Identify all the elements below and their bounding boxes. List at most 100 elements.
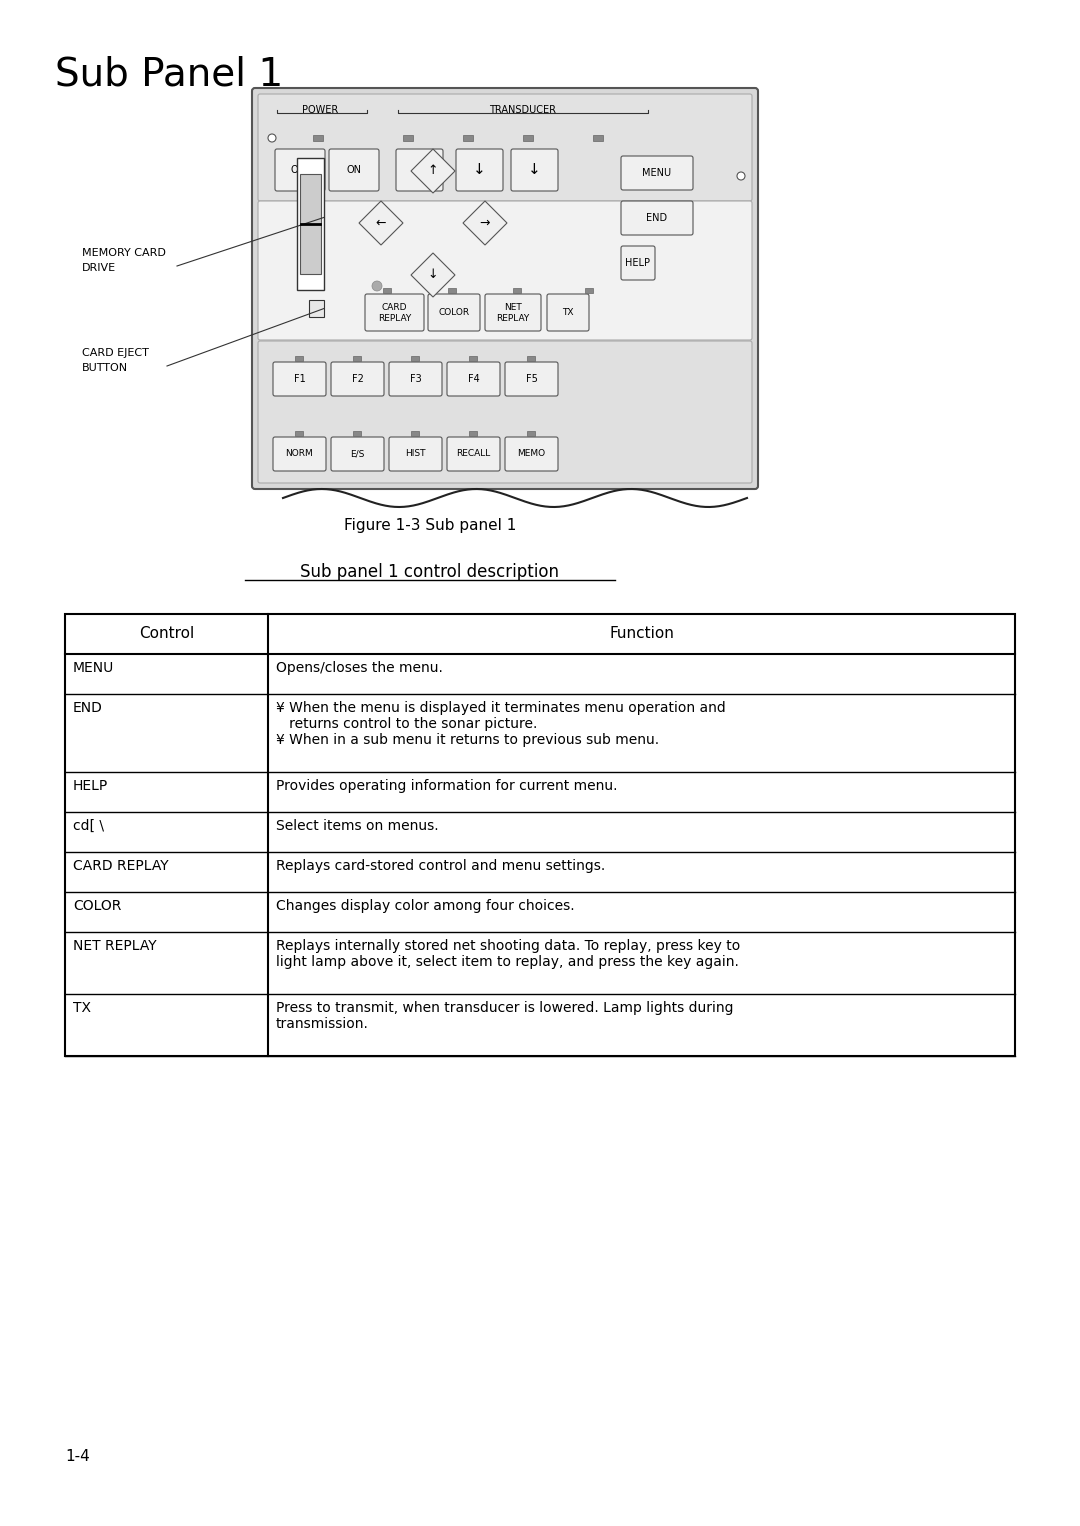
Text: MENU: MENU xyxy=(73,661,114,674)
Text: CARD: CARD xyxy=(381,302,407,311)
FancyBboxPatch shape xyxy=(329,150,379,191)
FancyBboxPatch shape xyxy=(252,89,758,488)
Text: ON: ON xyxy=(347,165,362,175)
Text: 1-4: 1-4 xyxy=(65,1450,90,1463)
FancyBboxPatch shape xyxy=(258,201,752,340)
Bar xyxy=(411,356,419,362)
Text: ↓: ↓ xyxy=(428,269,438,281)
FancyBboxPatch shape xyxy=(365,295,424,331)
Text: ↑: ↑ xyxy=(414,162,426,177)
Bar xyxy=(469,356,477,362)
Text: TX: TX xyxy=(73,1001,91,1015)
Bar xyxy=(65,613,1015,1056)
Text: F1: F1 xyxy=(294,374,306,385)
FancyBboxPatch shape xyxy=(447,436,500,472)
Polygon shape xyxy=(411,253,455,298)
Text: MENU: MENU xyxy=(643,168,672,179)
Text: F3: F3 xyxy=(409,374,421,385)
FancyBboxPatch shape xyxy=(428,295,480,331)
Text: F5: F5 xyxy=(526,374,538,385)
Text: NORM: NORM xyxy=(285,450,313,458)
Text: Replays card-stored control and menu settings.: Replays card-stored control and menu set… xyxy=(276,859,605,873)
FancyBboxPatch shape xyxy=(258,340,752,484)
Text: ↑: ↑ xyxy=(428,165,438,177)
Text: NET REPLAY: NET REPLAY xyxy=(73,938,157,954)
Text: F4: F4 xyxy=(468,374,480,385)
Bar xyxy=(463,134,473,140)
Text: ↓: ↓ xyxy=(473,162,486,177)
FancyBboxPatch shape xyxy=(456,150,503,191)
Text: TRANSDUCER: TRANSDUCER xyxy=(489,105,556,114)
Bar xyxy=(383,288,391,293)
Bar xyxy=(403,134,413,140)
Text: DRIVE: DRIVE xyxy=(82,262,117,273)
Text: Opens/closes the menu.: Opens/closes the menu. xyxy=(276,661,443,674)
Bar xyxy=(593,134,603,140)
Bar xyxy=(297,159,324,290)
FancyBboxPatch shape xyxy=(275,150,325,191)
Text: REPLAY: REPLAY xyxy=(378,314,411,324)
Text: Sub Panel 1: Sub Panel 1 xyxy=(55,56,283,95)
Text: POWER: POWER xyxy=(302,105,338,114)
Text: →: → xyxy=(480,217,490,229)
Text: MEMORY CARD: MEMORY CARD xyxy=(82,249,166,258)
Circle shape xyxy=(737,172,745,180)
Circle shape xyxy=(372,281,382,291)
FancyBboxPatch shape xyxy=(389,362,442,397)
Bar xyxy=(585,288,593,293)
FancyBboxPatch shape xyxy=(621,201,693,235)
Text: Control: Control xyxy=(139,627,194,641)
Text: OFF: OFF xyxy=(291,165,310,175)
FancyBboxPatch shape xyxy=(330,436,384,472)
Text: COLOR: COLOR xyxy=(73,899,121,913)
Text: Sub panel 1 control description: Sub panel 1 control description xyxy=(300,563,559,581)
Bar xyxy=(295,356,303,362)
FancyBboxPatch shape xyxy=(505,436,558,472)
Bar xyxy=(411,430,419,436)
Bar xyxy=(309,301,324,317)
Text: HELP: HELP xyxy=(73,778,108,794)
Text: CARD REPLAY: CARD REPLAY xyxy=(73,859,168,873)
Bar xyxy=(295,430,303,436)
FancyBboxPatch shape xyxy=(273,362,326,397)
FancyBboxPatch shape xyxy=(396,150,443,191)
Text: E/S: E/S xyxy=(350,450,365,458)
Bar xyxy=(469,430,477,436)
Text: NET: NET xyxy=(504,302,522,311)
FancyBboxPatch shape xyxy=(621,156,693,191)
Text: ¥ When the menu is displayed it terminates menu operation and
   returns control: ¥ When the menu is displayed it terminat… xyxy=(276,700,726,748)
Bar xyxy=(353,430,361,436)
Bar xyxy=(313,134,323,140)
Text: END: END xyxy=(73,700,103,716)
Text: TX: TX xyxy=(563,308,573,317)
Text: MEMO: MEMO xyxy=(517,450,545,458)
Text: HIST: HIST xyxy=(405,450,426,458)
Text: RECALL: RECALL xyxy=(457,450,490,458)
Bar xyxy=(300,174,321,275)
Text: Press to transmit, when transducer is lowered. Lamp lights during
transmission.: Press to transmit, when transducer is lo… xyxy=(276,1001,733,1032)
FancyBboxPatch shape xyxy=(621,246,654,279)
Text: CARD EJECT: CARD EJECT xyxy=(82,348,149,359)
Text: Figure 1-3 Sub panel 1: Figure 1-3 Sub panel 1 xyxy=(343,517,516,533)
Text: F2: F2 xyxy=(352,374,364,385)
Text: REPLAY: REPLAY xyxy=(497,314,529,324)
Bar xyxy=(513,288,521,293)
FancyBboxPatch shape xyxy=(511,150,558,191)
Bar xyxy=(523,134,534,140)
Text: HELP: HELP xyxy=(625,258,650,269)
Polygon shape xyxy=(359,201,403,246)
FancyBboxPatch shape xyxy=(330,362,384,397)
Polygon shape xyxy=(463,201,507,246)
FancyBboxPatch shape xyxy=(546,295,589,331)
FancyBboxPatch shape xyxy=(485,295,541,331)
FancyBboxPatch shape xyxy=(389,436,442,472)
FancyBboxPatch shape xyxy=(447,362,500,397)
Text: Function: Function xyxy=(609,627,674,641)
Bar xyxy=(527,430,535,436)
Text: Provides operating information for current menu.: Provides operating information for curre… xyxy=(276,778,618,794)
FancyBboxPatch shape xyxy=(505,362,558,397)
Bar xyxy=(353,356,361,362)
Text: ↓: ↓ xyxy=(528,162,541,177)
Text: ←: ← xyxy=(376,217,387,229)
Text: BUTTON: BUTTON xyxy=(82,363,129,372)
